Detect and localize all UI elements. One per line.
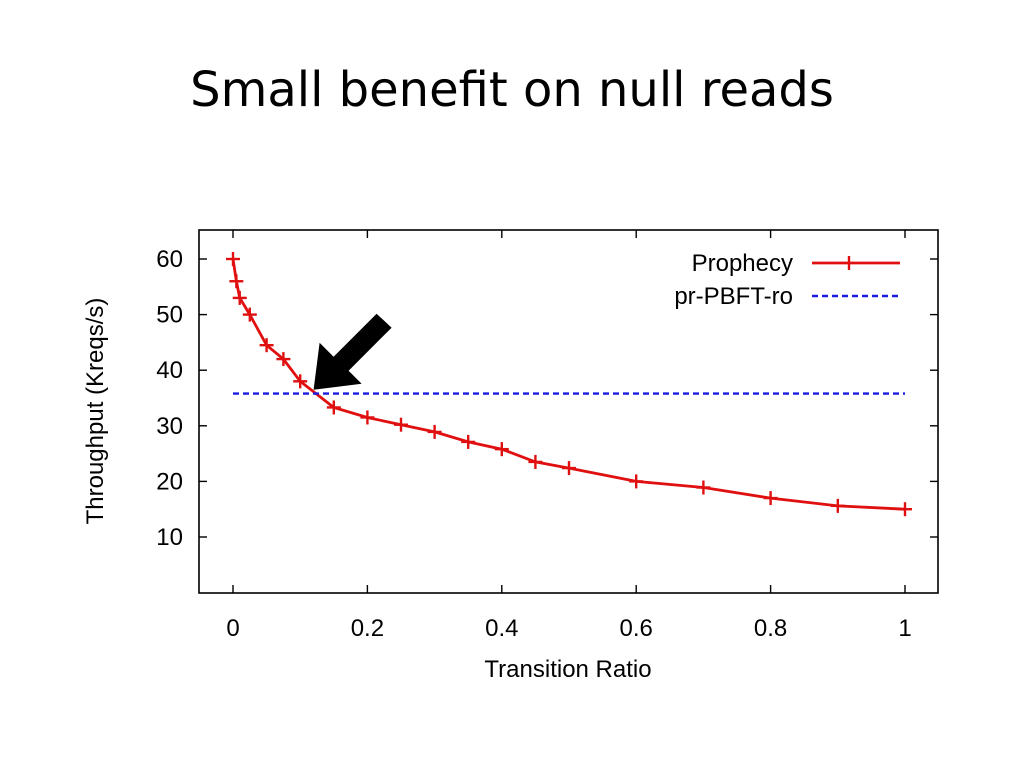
- plot-frame: [198, 229, 939, 594]
- data-point: [696, 480, 711, 495]
- data-point: [898, 502, 912, 517]
- x-tick-label: 0.4: [485, 615, 518, 642]
- data-point: [232, 290, 247, 305]
- data-point: [830, 498, 845, 513]
- legend-label: Prophecy: [692, 250, 793, 277]
- data-point: [326, 400, 341, 415]
- data-point: [427, 424, 442, 439]
- slide-title: Small benefit on null reads: [190, 62, 834, 118]
- data-point: [629, 474, 644, 489]
- y-tick-label: 40: [156, 357, 183, 384]
- data-point: [394, 417, 408, 432]
- data-point: [226, 252, 240, 266]
- legend-label: pr-PBFT-ro: [674, 283, 793, 310]
- annotation-arrow: [313, 313, 392, 390]
- x-tick-label: 0.2: [351, 615, 384, 642]
- x-tick-label: 0: [226, 615, 239, 642]
- data-point: [259, 338, 274, 353]
- x-tick-label: 0.8: [754, 615, 787, 642]
- x-tick-label: 1: [898, 615, 911, 642]
- y-tick-label: 10: [156, 524, 183, 551]
- y-tick-label: 50: [156, 302, 183, 329]
- x-axis-label: Transition Ratio: [484, 656, 651, 683]
- series-line-0: [231, 258, 906, 511]
- data-point: [242, 307, 257, 322]
- data-point: [562, 461, 576, 476]
- data-point: [276, 352, 291, 367]
- data-point: [360, 410, 375, 425]
- y-tick-label: 60: [156, 246, 183, 273]
- y-tick-label: 20: [156, 468, 183, 495]
- y-tick-label: 30: [156, 413, 183, 440]
- x-tick-label: 0.6: [620, 615, 653, 642]
- data-point: [229, 274, 244, 289]
- data-point: [293, 374, 308, 389]
- data-point: [494, 442, 509, 457]
- y-axis-label: Throughput (Kreqs/s): [82, 298, 109, 525]
- data-point: [528, 454, 543, 469]
- data-point: [461, 434, 476, 449]
- data-point: [763, 491, 778, 506]
